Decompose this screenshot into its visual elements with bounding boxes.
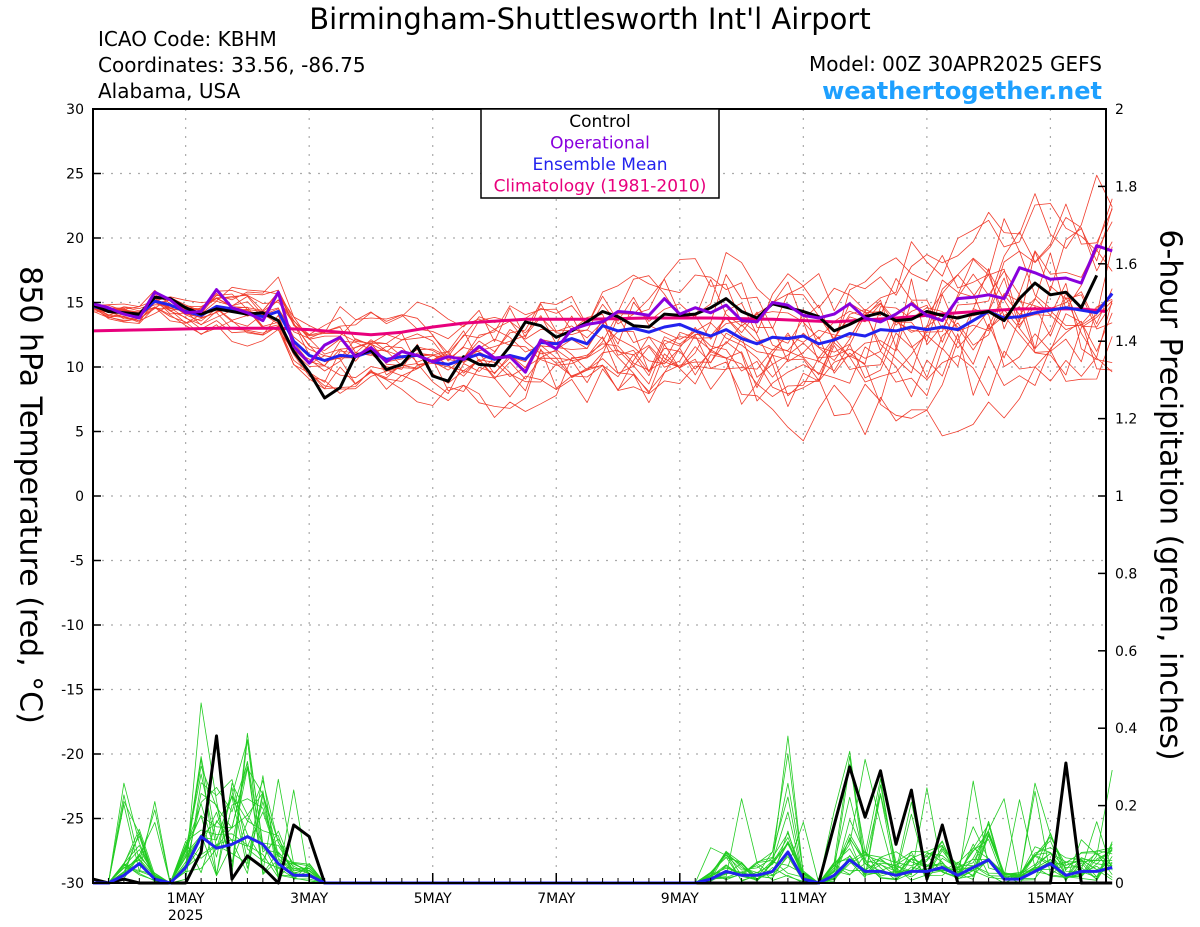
temp-member-line: [92, 257, 1113, 409]
y-tick-label: 20: [66, 231, 84, 247]
y2-tick-label: 1.4: [1115, 334, 1137, 350]
y-tick-label: 5: [75, 425, 84, 441]
y-tick-label: -20: [61, 747, 84, 763]
y2-tick-label: 1.6: [1115, 257, 1137, 273]
y-tick-label: -5: [70, 554, 84, 570]
y2-tick-label: 0: [1115, 876, 1124, 892]
temp-member-line: [92, 216, 1113, 376]
x-tick-sublabel: 2025: [168, 908, 204, 924]
site-name: weathertogether.net: [822, 77, 1102, 105]
temp-member-line: [92, 300, 1113, 418]
y2-tick-label: 0.4: [1115, 721, 1137, 737]
coordinates: Coordinates: 33.56, -86.75: [98, 53, 366, 77]
x-tick-label: 15MAY: [1027, 891, 1074, 907]
x-tick-label: 5MAY: [414, 891, 452, 907]
icao-code: ICAO Code: KBHM: [98, 27, 277, 51]
location: Alabama, USA: [98, 79, 241, 103]
y-tick-label: -25: [61, 812, 84, 828]
model-run: Model: 00Z 30APR2025 GEFS: [809, 52, 1102, 76]
y2-tick-label: 2: [1115, 102, 1124, 118]
x-tick-label: 3MAY: [290, 891, 328, 907]
y-tick-label: 10: [66, 360, 84, 376]
x-tick-label: 13MAY: [903, 891, 950, 907]
temp-member-line: [92, 286, 1113, 402]
y-tick-label: 15: [66, 296, 84, 312]
temp-member-line: [92, 274, 1113, 437]
plot-area: [93, 109, 1106, 883]
temp-operational-line: [92, 244, 1113, 374]
x-tick-label: 9MAY: [661, 891, 699, 907]
legend-entry: Operational: [550, 134, 650, 154]
temp-control-line: [92, 274, 1099, 400]
legend-entry: Control: [569, 112, 630, 132]
x-tick-label: 7MAY: [537, 891, 575, 907]
legend-entry: Ensemble Mean: [532, 155, 667, 175]
temp-mean-line: [92, 292, 1114, 366]
y-tick-label: 0: [75, 489, 84, 505]
y2-tick-label: 0.8: [1115, 566, 1137, 582]
y-tick-label: -15: [61, 683, 84, 699]
y-tick-label: -30: [61, 876, 84, 892]
page-title: Birmingham-Shuttlesworth Int'l Airport: [309, 2, 871, 36]
y-tick-label: 30: [66, 102, 84, 118]
y2-tick-label: 0.2: [1115, 799, 1137, 815]
y2-tick-label: 1.2: [1115, 412, 1137, 428]
y2-tick-label: 0.6: [1115, 644, 1137, 660]
y2-tick-label: 1: [1115, 489, 1124, 505]
legend-box: [480, 108, 720, 199]
temp-member-line: [92, 174, 1113, 406]
y2-tick-label: 1.8: [1115, 179, 1137, 195]
x-tick-label: 1MAY: [167, 891, 205, 907]
y-tick-label: 25: [66, 167, 84, 183]
x-tick-label: 11MAY: [780, 891, 827, 907]
y-tick-label: -10: [61, 618, 84, 634]
legend-entry: Climatology (1981-2010): [494, 177, 707, 197]
